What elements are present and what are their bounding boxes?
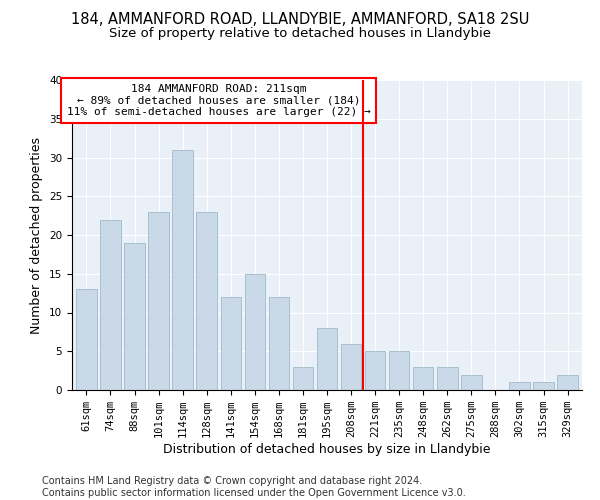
Bar [196,212,217,390]
Bar [269,297,289,390]
Bar [389,351,409,390]
Bar [413,367,433,390]
Bar [509,382,530,390]
Bar [76,289,97,390]
Bar [557,374,578,390]
Bar [245,274,265,390]
Bar [293,367,313,390]
Y-axis label: Number of detached properties: Number of detached properties [31,136,43,334]
Text: Contains HM Land Registry data © Crown copyright and database right 2024.
Contai: Contains HM Land Registry data © Crown c… [42,476,466,498]
Bar [124,243,145,390]
Bar [365,351,385,390]
Bar [221,297,241,390]
Bar [100,220,121,390]
Bar [461,374,482,390]
Bar [341,344,361,390]
Bar [533,382,554,390]
Bar [172,150,193,390]
Text: 184 AMMANFORD ROAD: 211sqm
← 89% of detached houses are smaller (184)
11% of sem: 184 AMMANFORD ROAD: 211sqm ← 89% of deta… [67,84,371,117]
Bar [317,328,337,390]
Bar [437,367,458,390]
Text: Size of property relative to detached houses in Llandybie: Size of property relative to detached ho… [109,28,491,40]
X-axis label: Distribution of detached houses by size in Llandybie: Distribution of detached houses by size … [163,443,491,456]
Bar [148,212,169,390]
Text: 184, AMMANFORD ROAD, LLANDYBIE, AMMANFORD, SA18 2SU: 184, AMMANFORD ROAD, LLANDYBIE, AMMANFOR… [71,12,529,28]
